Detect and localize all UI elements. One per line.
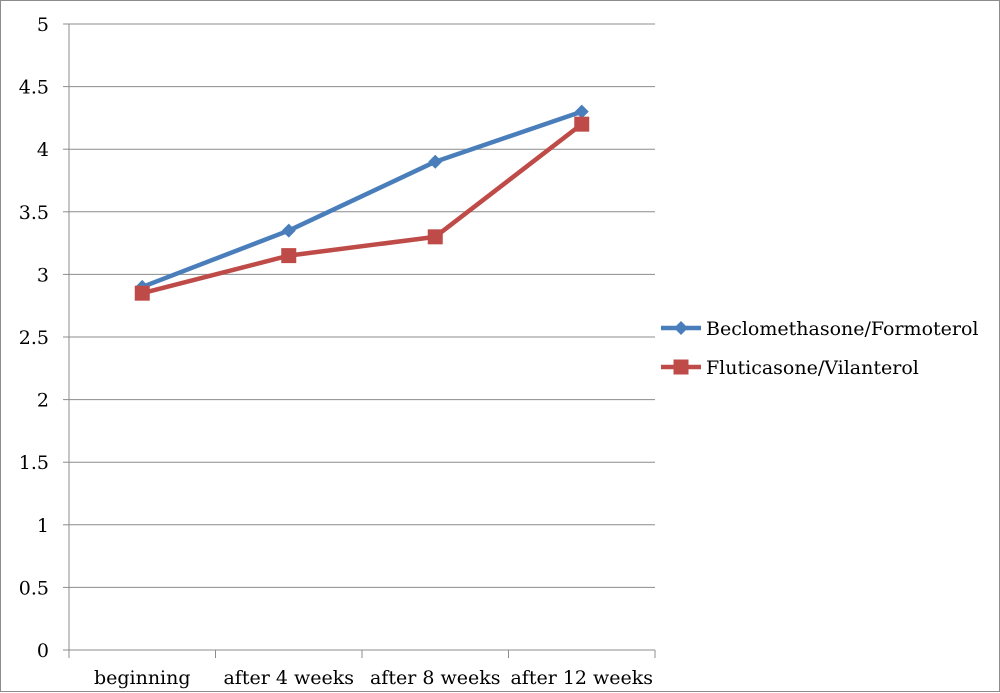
y-tick-label: 3 [37, 264, 49, 286]
x-category-label: after 4 weeks [223, 667, 354, 689]
y-tick-label: 1.5 [19, 452, 49, 474]
x-category-label: after 8 weeks [370, 667, 501, 689]
axes [63, 23, 656, 658]
data-point-marker [281, 248, 297, 264]
data-point-marker [427, 229, 443, 245]
x-category-label: beginning [94, 667, 191, 689]
series-line [140, 121, 584, 296]
y-tick-label: 4 [37, 139, 49, 161]
data-point-marker [134, 285, 150, 301]
y-tick-label: 5 [37, 14, 49, 36]
data-point-marker [281, 223, 296, 238]
legend-entry: Fluticasone/Vilanterol [661, 357, 919, 379]
y-tick-label: 2.5 [19, 327, 49, 349]
y-tick-label: 1 [37, 515, 49, 537]
y-tick-label: 2 [37, 390, 49, 412]
y-tick-label: 0.5 [19, 577, 49, 599]
legend-marker [673, 359, 689, 375]
series-line [140, 109, 584, 290]
y-tick-label: 0 [37, 640, 49, 662]
data-point-marker [574, 104, 589, 119]
legend-label: Fluticasone/Vilanterol [706, 357, 919, 379]
series-2 [134, 116, 590, 301]
legend-label: Beclomethasone/Formoterol [706, 318, 979, 340]
y-tick-label: 4.5 [19, 77, 49, 99]
legend: Beclomethasone/Formoterol Fluticasone/Vil… [661, 318, 979, 379]
series-1 [135, 104, 589, 294]
x-category-label: after 12 weeks [510, 667, 653, 689]
x-axis-category-labels: beginning after 4 weeks after 8 weeks after… [94, 667, 653, 689]
y-tick-label: 3.5 [19, 202, 49, 224]
gridlines [69, 23, 655, 588]
legend-entry: Beclomethasone/Formoterol [661, 318, 979, 340]
data-point-marker [428, 154, 443, 169]
series-lines [134, 104, 590, 301]
data-point-marker [574, 116, 590, 132]
legend-marker [674, 321, 688, 335]
y-axis-tick-labels: 0 0.5 1 1.5 2 2.5 3 3.5 4 4.5 5 [19, 14, 49, 662]
